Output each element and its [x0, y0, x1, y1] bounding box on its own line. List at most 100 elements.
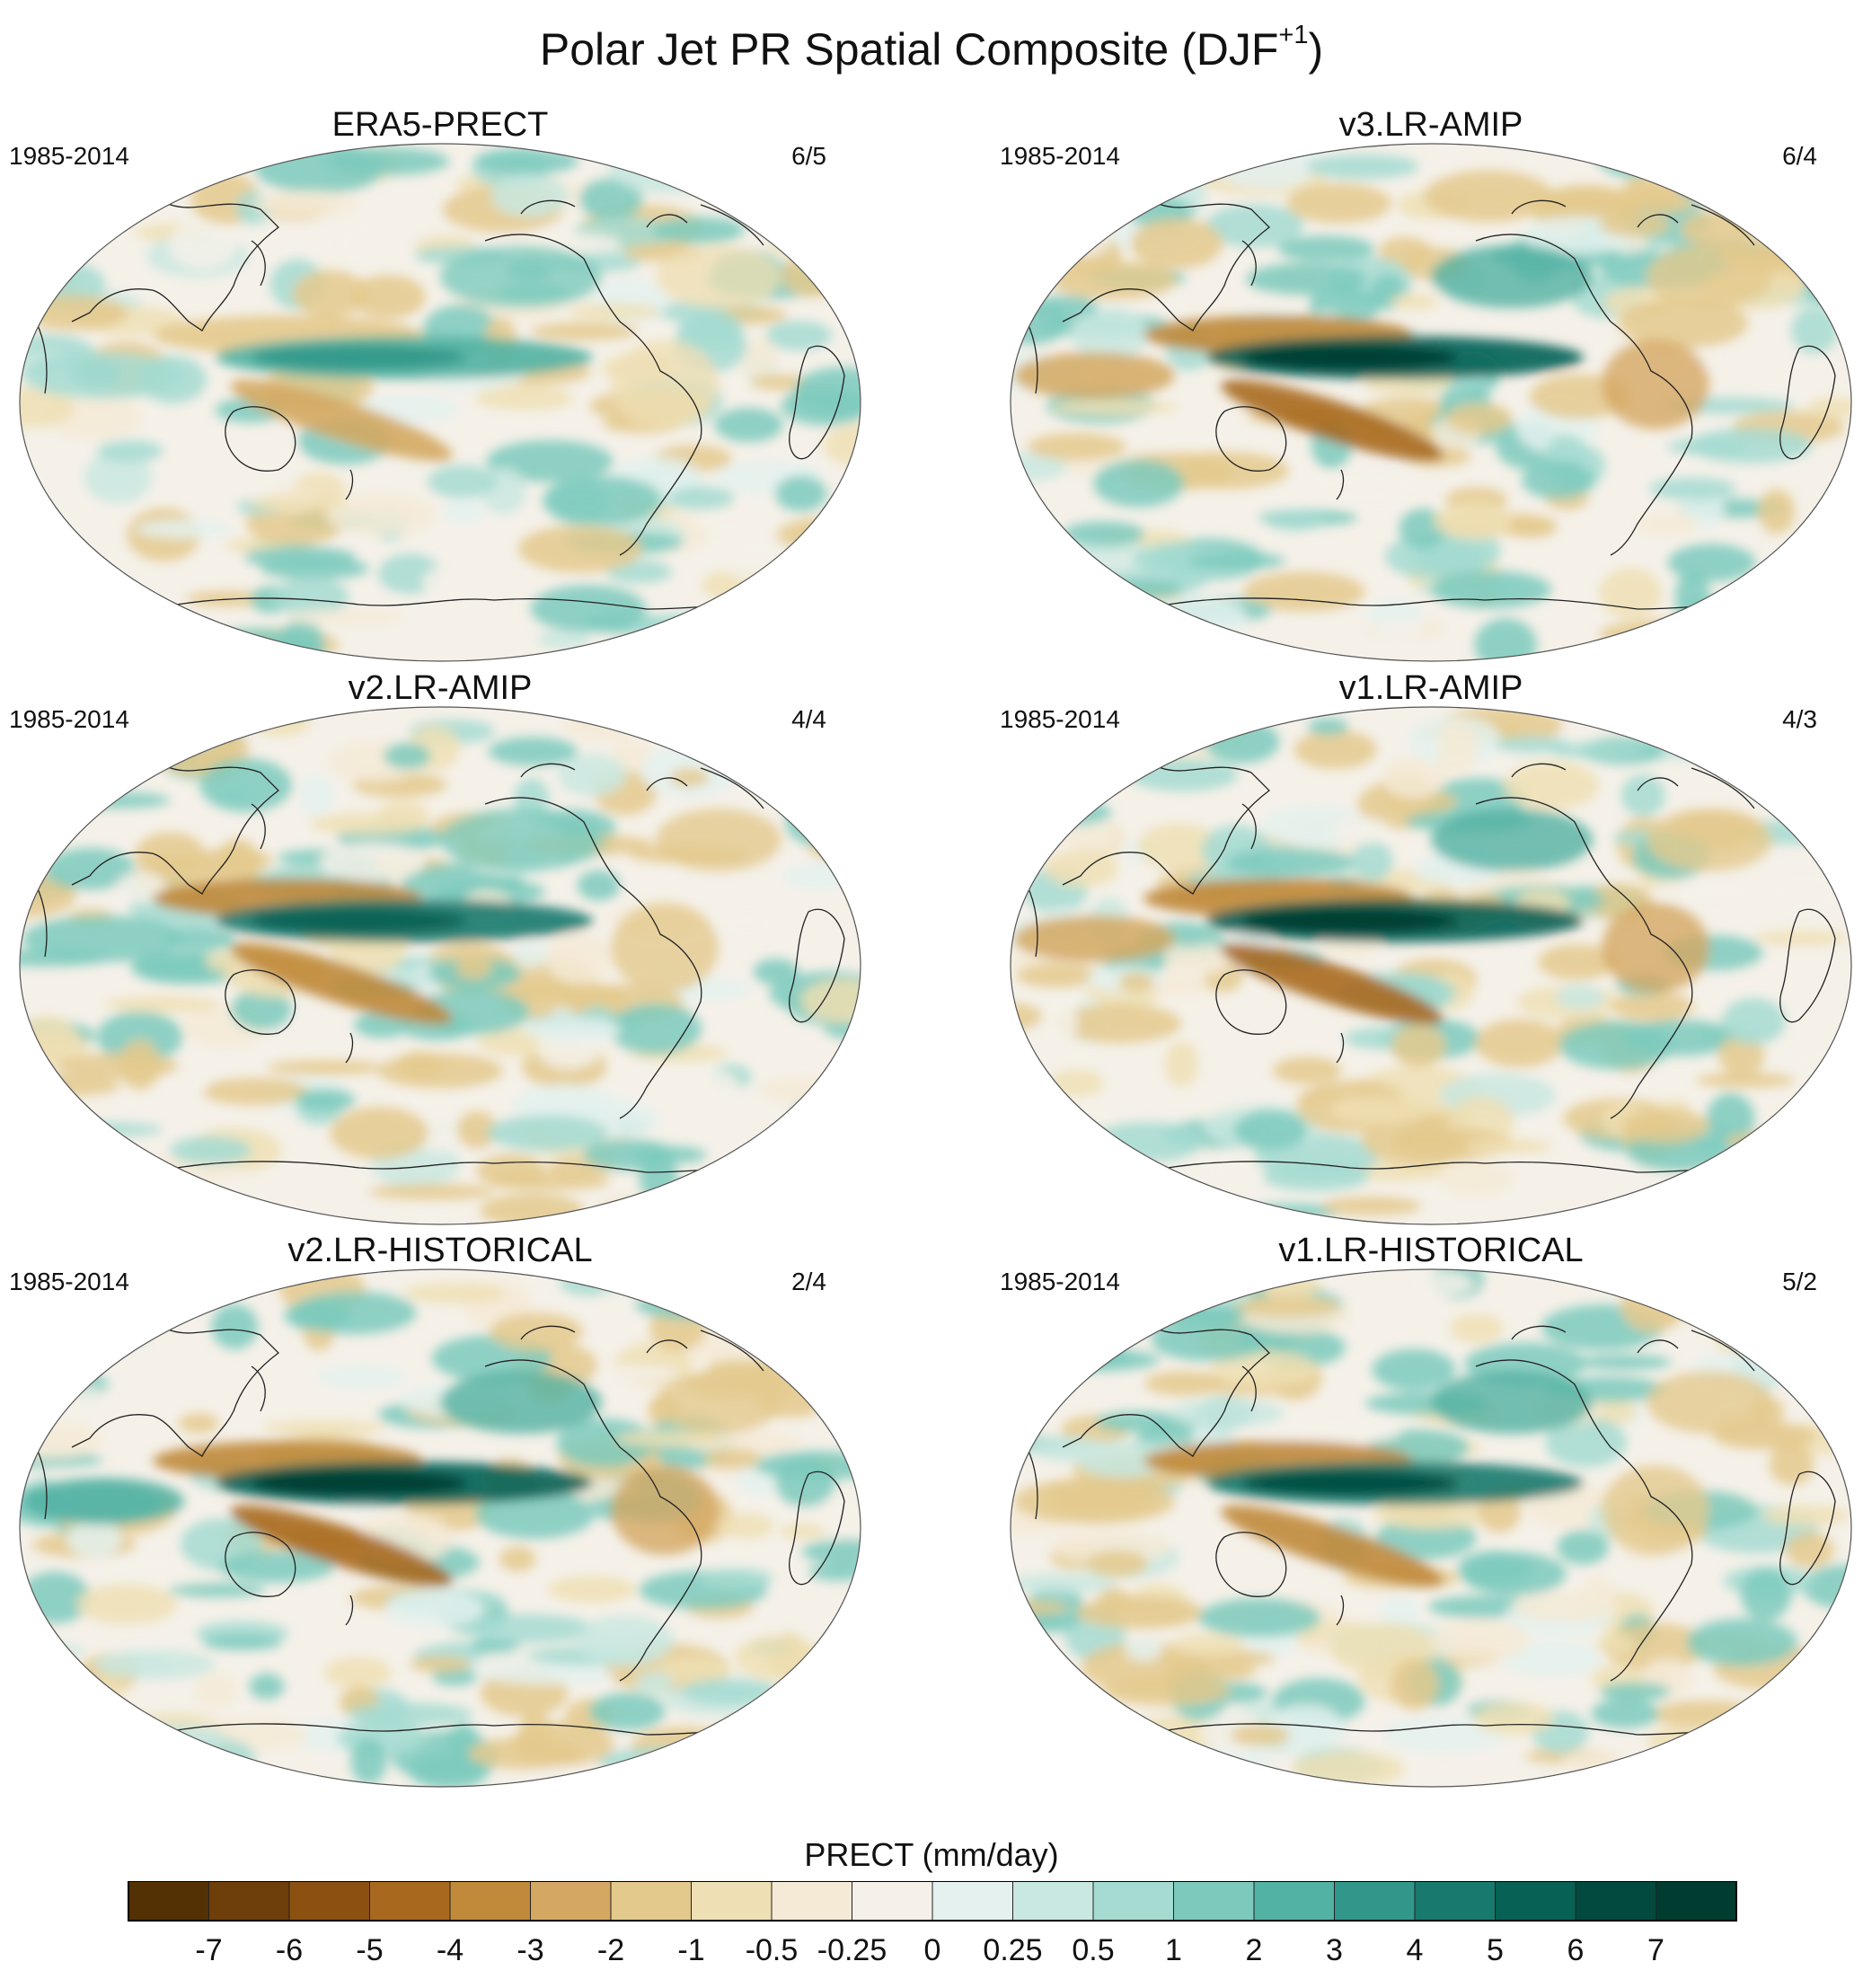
- anomaly-blob: [611, 340, 719, 429]
- anomaly-blob: [823, 423, 861, 467]
- anomaly-blob: [252, 190, 358, 216]
- anomaly-blob: [719, 538, 800, 582]
- anomaly-blob: [1332, 817, 1391, 844]
- panel-title: v2.LR-HISTORICAL: [287, 1232, 593, 1269]
- anomaly-blob: [271, 578, 349, 616]
- anomaly-blob: [837, 525, 861, 553]
- anomaly-blob: [1011, 631, 1104, 661]
- anomaly-blob: [656, 245, 781, 308]
- anomaly-blob: [631, 1145, 707, 1164]
- anomaly-blob: [611, 903, 719, 993]
- panel-count: 5/2: [1782, 1268, 1817, 1295]
- anomaly-blob: [456, 1110, 498, 1150]
- anomaly-blob: [1075, 1595, 1205, 1630]
- anomaly-blob: [799, 978, 861, 1023]
- anomaly-blob: [1461, 1551, 1567, 1595]
- anomaly-blob: [20, 597, 108, 630]
- anomaly-blob: [317, 1365, 406, 1390]
- coastline: [646, 777, 688, 791]
- anomaly-blob: [1430, 570, 1551, 609]
- anomaly-blob: [1051, 399, 1178, 416]
- anomaly-blob: [1409, 1270, 1474, 1297]
- map: [1010, 706, 1852, 1225]
- anomaly-blob: [1057, 208, 1113, 257]
- anomaly-blob: [1092, 459, 1185, 508]
- anomaly-blob: [588, 1692, 666, 1730]
- colorbar-tick-label: -2: [597, 1933, 624, 1967]
- anomaly-blob: [1143, 596, 1248, 641]
- panel-title: v2.LR-AMIP: [348, 669, 533, 707]
- anomaly-blob: [1029, 800, 1112, 826]
- anomaly-blob: [1602, 1465, 1709, 1555]
- colorbar-tick-label: -3: [517, 1933, 543, 1967]
- coastline: [345, 1032, 354, 1064]
- colorbar-tick-label: -1: [677, 1933, 704, 1967]
- anomaly-blob: [20, 628, 105, 648]
- coastline: [225, 969, 296, 1035]
- anomaly-blob: [325, 493, 437, 536]
- anomaly-blob: [779, 1523, 826, 1540]
- anomaly-blob: [1011, 755, 1064, 806]
- anomaly-blob: [207, 707, 243, 757]
- anomaly-blob: [1792, 199, 1849, 245]
- panel-v2-lr-amip: v2.LR-AMIP 1985-2014 4/4: [9, 669, 871, 1225]
- anomaly-blob: [609, 1003, 702, 1055]
- coastline: [251, 1365, 266, 1412]
- colorbar-tick-label: -4: [437, 1933, 464, 1967]
- anomaly-blob: [232, 151, 266, 167]
- anomaly-blob: [1379, 1595, 1419, 1625]
- anomaly-blob: [97, 440, 163, 463]
- panel-v2-lr-historical: v2.LR-HISTORICAL 1985-2014 2/4: [9, 1232, 871, 1788]
- colorbar-swatch: [449, 1881, 532, 1922]
- anomaly-blob: [717, 1741, 814, 1780]
- anomaly-blob: [50, 1295, 132, 1327]
- coastline: [789, 345, 845, 460]
- anomaly-blob: [291, 1291, 417, 1335]
- anomaly-blob: [1125, 1638, 1163, 1662]
- anomaly-blob: [243, 546, 356, 569]
- anomaly-blob: [1119, 709, 1242, 746]
- anomaly-blob: [823, 542, 861, 564]
- anomaly-blob: [119, 1038, 161, 1091]
- anomaly-blob: [1233, 1109, 1308, 1151]
- anomaly-blob: [1774, 619, 1839, 650]
- anomaly-blob: [350, 275, 426, 319]
- anomaly-blob: [195, 1673, 237, 1708]
- anomaly-blob: [518, 1710, 552, 1760]
- anomaly-blob: [669, 768, 710, 787]
- anomaly-blob: [1686, 1618, 1797, 1666]
- coastline: [1779, 1471, 1836, 1586]
- anomaly-blob: [110, 1723, 227, 1755]
- anomaly-blob: [517, 525, 643, 573]
- panel-v1-lr-historical: v1.LR-HISTORICAL 1985-2014 5/2: [1000, 1232, 1862, 1788]
- coastline: [520, 763, 576, 778]
- anomaly-blob: [1029, 1348, 1160, 1372]
- anomaly-blob: [719, 1513, 774, 1539]
- anomaly-blob: [1793, 1162, 1850, 1188]
- anomaly-blob: [1225, 847, 1355, 878]
- anomaly-blob: [1431, 245, 1593, 308]
- anomaly-blob: [1621, 1109, 1709, 1144]
- anomaly-blob: [51, 1697, 85, 1728]
- anomaly-blob: [84, 451, 153, 504]
- panel-title: ERA5-PRECT: [331, 106, 549, 144]
- anomaly-blob: [201, 1077, 311, 1106]
- anomaly-blob: [568, 303, 660, 320]
- colorbar-tick-label: 0.25: [983, 1933, 1042, 1967]
- anomaly-blob: [76, 1583, 178, 1625]
- anomaly-blob: [1242, 1471, 1458, 1496]
- coastline: [1143, 1723, 1800, 1736]
- colorbar: -7 -6 -5 -4 -3 -2 -1 -0.5 -0.25 0 0.25 0.5 1 2 3 4 5 6 7: [128, 1881, 1737, 1967]
- anomaly-blob: [1648, 1726, 1705, 1760]
- coastline: [1143, 597, 1800, 610]
- anomaly-blob: [1765, 182, 1822, 209]
- anomaly-blob: [455, 954, 492, 980]
- anomaly-blob: [1040, 1000, 1078, 1046]
- colorbar-tick-label: 5: [1487, 1933, 1504, 1967]
- anomaly-blob: [1390, 1658, 1439, 1710]
- anomaly-blob: [1464, 1138, 1552, 1154]
- anomaly-blob: [407, 600, 456, 623]
- anomaly-blob: [1107, 148, 1170, 163]
- coastline: [700, 204, 764, 246]
